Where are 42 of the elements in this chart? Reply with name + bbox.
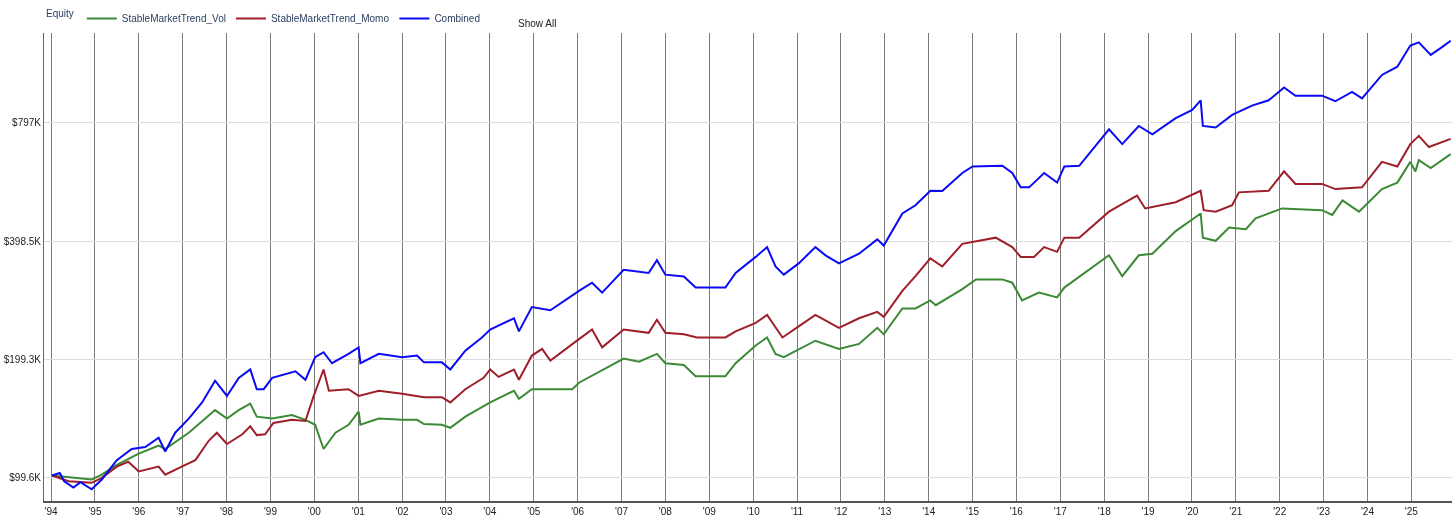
x-tick-label: '23: [1317, 506, 1331, 517]
x-tick-label: '20: [1185, 506, 1199, 517]
x-tick-label: '04: [483, 506, 497, 517]
y-tick-label: $99.6K: [9, 472, 42, 484]
line-series: [50, 39, 1452, 491]
x-tick-label: '06: [571, 506, 585, 517]
x-tick-label: '21: [1229, 506, 1243, 517]
x-tick-label: '00: [307, 506, 322, 517]
x-tick-label: '14: [922, 506, 936, 517]
y-tick-label: $398.5K: [3, 235, 42, 247]
legend-label: Combined: [434, 13, 480, 25]
x-tick-label: '18: [1097, 506, 1112, 517]
x-tick-label: '96: [132, 506, 146, 517]
x-tick-label: '25: [1404, 506, 1419, 517]
x-tick-label: '13: [878, 506, 892, 517]
x-tick-label: '08: [658, 506, 673, 517]
x-tick-label: '03: [439, 506, 453, 517]
y-tick-label: $797K: [12, 117, 42, 129]
x-tick-label: '01: [351, 506, 366, 517]
x-tick-label: '16: [1009, 506, 1024, 517]
legend-label: StableMarketTrend_Vol: [121, 13, 226, 25]
x-tick-label: '15: [966, 506, 980, 517]
x-tick-label: '99: [263, 506, 278, 517]
x-tick-label: '95: [88, 506, 102, 517]
x-tick-label: '09: [702, 506, 717, 517]
x-tick-label: '02: [395, 506, 410, 517]
x-tick-label: '94: [44, 506, 59, 517]
text: Show All: [518, 18, 557, 29]
y-tick-label: $199.3K: [3, 354, 42, 366]
x-tick-label: '98: [220, 506, 234, 517]
legend-label: StableMarketTrend_Momo: [270, 13, 390, 25]
x-tick-label: '05: [527, 506, 541, 517]
x-tick-label: '07: [614, 506, 629, 517]
x-tick-label: '19: [1141, 506, 1155, 517]
x-tick-label: '11: [790, 506, 804, 517]
x-tick-label: '24: [1360, 506, 1375, 517]
x-tick-label: '10: [746, 506, 761, 517]
x-tick-label: '97: [176, 506, 190, 517]
x-tick-label: '12: [834, 506, 848, 517]
legend-title: Equity: [46, 8, 74, 19]
x-tick-label: '17: [1053, 506, 1068, 517]
x-tick-label: '22: [1273, 506, 1287, 517]
